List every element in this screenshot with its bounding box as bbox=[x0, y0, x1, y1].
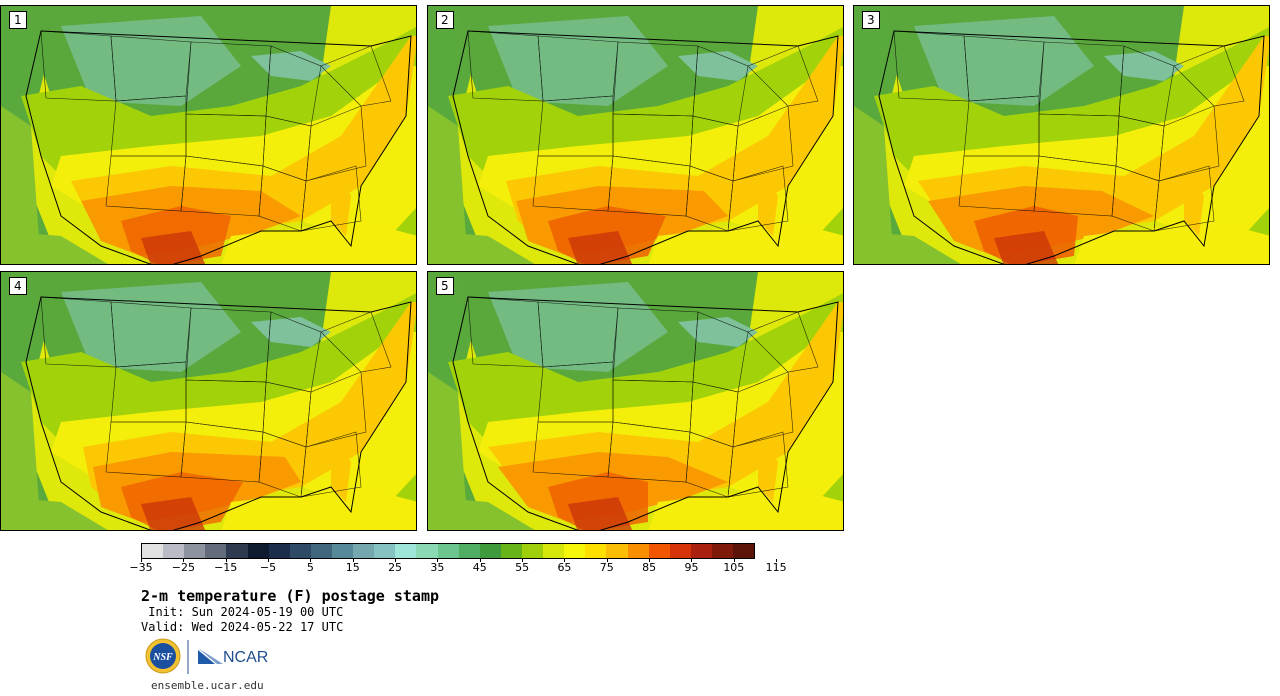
init-time: Init: Sun 2024-05-19 00 UTC bbox=[141, 605, 344, 619]
colorbar-tick-label: 65 bbox=[557, 561, 572, 574]
colorbar-swatch bbox=[500, 544, 522, 558]
colorbar-swatch bbox=[648, 544, 670, 558]
colorbar-tick-label: 15 bbox=[345, 561, 360, 574]
plot-title: 2-m temperature (F) postage stamp bbox=[141, 587, 440, 605]
colorbar-swatch bbox=[437, 544, 459, 558]
colorbar-tick-label: −25 bbox=[171, 561, 195, 574]
colorbar-tick bbox=[183, 559, 185, 562]
colorbar-tick bbox=[564, 559, 566, 562]
member-number-label: 5 bbox=[436, 277, 454, 295]
member-number-label: 3 bbox=[862, 11, 880, 29]
colorbar-tick-label: 55 bbox=[515, 561, 530, 574]
colorbar-tick-label: 95 bbox=[684, 561, 699, 574]
colorbar-tick-label: 75 bbox=[599, 561, 614, 574]
colorbar-swatch bbox=[711, 544, 734, 558]
colorbar-tick-label: −5 bbox=[259, 561, 277, 574]
nsf-logo: NSF bbox=[145, 638, 181, 674]
colorbar-swatch bbox=[289, 544, 311, 558]
colorbar-swatch bbox=[690, 544, 712, 558]
ensemble-member-panel-5: 5 bbox=[427, 271, 844, 531]
temperature-colorbar bbox=[141, 543, 755, 559]
ensemble-member-panel-4: 4 bbox=[0, 271, 417, 531]
ensemble-member-panel-2: 2 bbox=[427, 5, 844, 265]
svg-text:NSF: NSF bbox=[152, 652, 173, 663]
colorbar-swatch bbox=[627, 544, 649, 558]
colorbar-tick bbox=[733, 559, 735, 562]
colorbar-tick bbox=[395, 559, 397, 562]
colorbar-swatch bbox=[669, 544, 691, 558]
site-url: ensemble.ucar.edu bbox=[151, 679, 264, 692]
colorbar-tick bbox=[649, 559, 651, 562]
colorbar-swatch bbox=[310, 544, 332, 558]
ensemble-member-panel-1: 1 bbox=[0, 5, 417, 265]
colorbar-swatch bbox=[606, 544, 628, 558]
colorbar-tick bbox=[268, 559, 270, 562]
colorbar-swatch bbox=[521, 544, 544, 558]
colorbar-swatch bbox=[733, 544, 755, 558]
colorbar-swatch bbox=[353, 544, 375, 558]
member-number-label: 1 bbox=[9, 11, 27, 29]
colorbar-swatch bbox=[184, 544, 206, 558]
colorbar-tick bbox=[776, 559, 778, 562]
colorbar-swatch bbox=[458, 544, 480, 558]
colorbar-tick-label: 25 bbox=[388, 561, 403, 574]
colorbar-swatch bbox=[395, 544, 417, 558]
colorbar-tick bbox=[310, 559, 312, 562]
colorbar-tick bbox=[606, 559, 608, 562]
colorbar-tick bbox=[352, 559, 354, 562]
colorbar-tick-label: 85 bbox=[642, 561, 657, 574]
colorbar-swatch bbox=[247, 544, 269, 558]
colorbar-swatch bbox=[226, 544, 248, 558]
svg-text:NCAR: NCAR bbox=[223, 649, 268, 666]
colorbar-tick bbox=[691, 559, 693, 562]
colorbar-tick-label: 35 bbox=[430, 561, 445, 574]
colorbar-swatch bbox=[543, 544, 565, 558]
colorbar-tick-label: 115 bbox=[765, 561, 787, 574]
colorbar-swatch bbox=[585, 544, 607, 558]
colorbar-tick bbox=[225, 559, 227, 562]
member-number-label: 2 bbox=[436, 11, 454, 29]
valid-time: Valid: Wed 2024-05-22 17 UTC bbox=[141, 620, 344, 634]
colorbar-swatch bbox=[416, 544, 438, 558]
member-number-label: 4 bbox=[9, 277, 27, 295]
colorbar-swatch bbox=[163, 544, 185, 558]
colorbar-swatch bbox=[564, 544, 586, 558]
colorbar-tick bbox=[437, 559, 439, 562]
ncar-logo: NCAR bbox=[198, 648, 268, 666]
logos: NSF NCAR bbox=[145, 638, 268, 674]
colorbar-tick-label: 45 bbox=[472, 561, 487, 574]
colorbar-tick-labels: −35 −25 −15 −5 5 15 25 35 45 55 65 75 85 95 105 115 bbox=[129, 559, 787, 577]
colorbar-swatch bbox=[331, 544, 354, 558]
colorbar-swatch bbox=[205, 544, 227, 558]
colorbar-tick bbox=[522, 559, 524, 562]
colorbar-tick-label: 5 bbox=[306, 561, 314, 574]
colorbar-tick-label: 105 bbox=[723, 561, 745, 574]
ensemble-member-panel-3: 3 bbox=[853, 5, 1270, 265]
colorbar-swatch bbox=[268, 544, 290, 558]
colorbar-swatch bbox=[479, 544, 501, 558]
colorbar-swatch bbox=[142, 544, 164, 558]
colorbar-tick bbox=[141, 559, 142, 562]
colorbar-tick bbox=[479, 559, 481, 562]
colorbar-tick-label: −15 bbox=[214, 561, 238, 574]
colorbar-tick-label: −35 bbox=[129, 561, 153, 574]
colorbar-swatch bbox=[374, 544, 396, 558]
